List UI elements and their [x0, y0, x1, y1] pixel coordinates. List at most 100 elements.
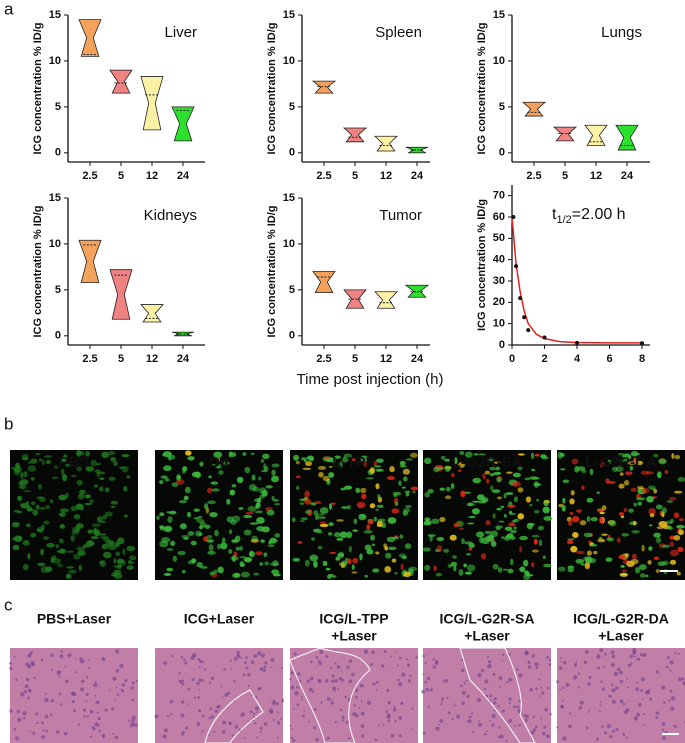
cell — [485, 520, 491, 526]
nucleus — [655, 716, 659, 719]
cell — [258, 476, 262, 481]
nucleus — [584, 650, 589, 655]
cell — [517, 513, 525, 520]
nucleus — [30, 650, 34, 653]
nucleus — [535, 666, 539, 670]
cell — [76, 466, 82, 472]
nucleus — [271, 700, 276, 705]
y-tick-label: 0 — [499, 339, 505, 351]
nucleus — [315, 655, 319, 659]
cell — [369, 467, 375, 474]
nucleus — [622, 702, 626, 706]
nucleus — [596, 666, 601, 670]
nucleus — [681, 677, 685, 681]
cell — [353, 518, 358, 525]
violin — [521, 101, 547, 117]
cell — [496, 476, 502, 483]
nucleus — [625, 736, 628, 739]
cell — [99, 560, 107, 567]
cell — [542, 506, 550, 514]
cell — [11, 522, 20, 528]
cell — [95, 462, 102, 466]
nucleus — [85, 692, 89, 697]
cell — [317, 545, 323, 550]
nucleus — [281, 699, 285, 703]
cell — [22, 540, 30, 546]
cell — [386, 475, 396, 481]
x-tick-label: 24 — [177, 170, 190, 182]
nucleus — [169, 699, 174, 704]
nucleus — [121, 683, 125, 687]
cell — [597, 538, 605, 543]
cell — [348, 546, 352, 553]
nucleus — [491, 723, 495, 727]
cell — [77, 493, 85, 500]
panel-label: b — [4, 414, 13, 433]
nucleus — [44, 697, 49, 703]
fit-line — [511, 216, 642, 344]
cell — [621, 569, 628, 573]
nucleus — [230, 668, 233, 671]
y-tick-label: 10 — [49, 55, 61, 67]
nucleus — [461, 701, 465, 705]
cell — [575, 558, 585, 564]
nucleus — [663, 701, 666, 704]
nucleus — [633, 716, 638, 721]
cell — [445, 486, 451, 492]
nucleus — [572, 675, 578, 680]
nucleus — [393, 705, 396, 709]
cell — [507, 568, 514, 574]
cell — [412, 490, 416, 494]
cell — [292, 557, 301, 562]
nucleus — [360, 700, 363, 703]
nucleus — [600, 680, 603, 683]
image-title: ICG+Laser — [184, 611, 255, 627]
cell — [206, 535, 213, 539]
nucleus — [97, 717, 101, 721]
cell — [323, 456, 331, 460]
cell — [424, 564, 431, 571]
nucleus — [401, 672, 406, 677]
cell — [104, 487, 110, 493]
cell — [36, 496, 44, 500]
cell — [85, 466, 94, 472]
nucleus — [115, 686, 118, 689]
data-point — [522, 315, 527, 320]
nucleus — [468, 715, 472, 719]
cell — [626, 560, 635, 567]
cell — [328, 465, 333, 468]
nucleus — [513, 705, 517, 709]
nucleus — [80, 660, 84, 664]
cell — [472, 500, 481, 503]
nucleus — [318, 661, 323, 666]
nucleus — [411, 707, 414, 710]
cell — [355, 487, 361, 494]
cell — [669, 518, 674, 524]
nucleus — [508, 653, 511, 656]
cell — [70, 505, 78, 512]
nucleus — [85, 676, 89, 679]
cell — [161, 453, 167, 457]
cell — [513, 496, 519, 503]
cell — [439, 487, 445, 491]
cell — [562, 479, 570, 484]
nucleus — [489, 694, 492, 698]
nucleus — [311, 690, 315, 694]
cell — [70, 474, 77, 478]
image-title: ICG/L-G2R-SA — [440, 611, 535, 627]
nucleus — [252, 712, 256, 716]
cell — [632, 457, 639, 464]
cell — [198, 525, 203, 530]
nucleus — [579, 700, 584, 705]
cell — [579, 520, 587, 526]
nucleus — [668, 699, 671, 702]
cell — [309, 554, 319, 562]
nucleus — [447, 711, 451, 715]
cell — [166, 567, 174, 572]
cell — [76, 479, 83, 486]
x-tick-label: 5 — [352, 353, 358, 365]
nucleus — [524, 650, 529, 655]
cell — [601, 533, 608, 536]
cell — [361, 493, 367, 500]
cell — [330, 502, 336, 505]
